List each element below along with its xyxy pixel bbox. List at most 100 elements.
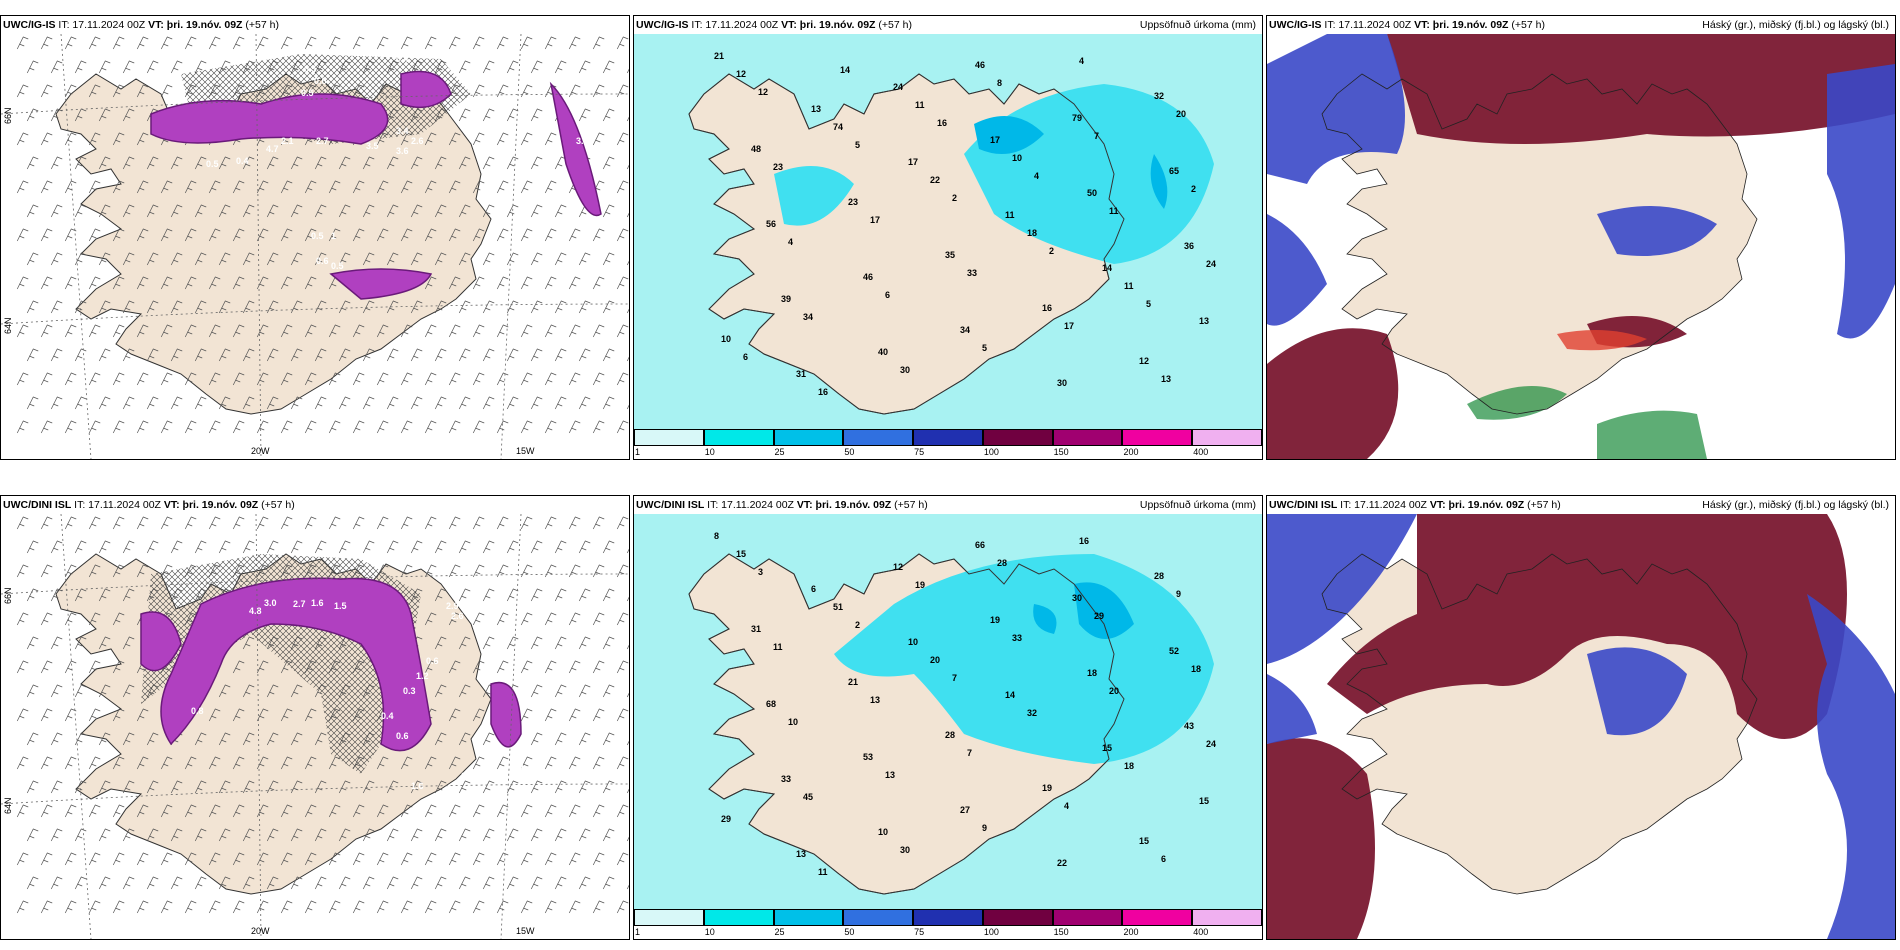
colorbar-swatch <box>634 909 704 926</box>
colorbar-tick: 10 <box>704 447 715 457</box>
snow-value: 3.6 <box>396 146 409 156</box>
precip-value: 12 <box>1139 356 1149 366</box>
model-name: UWC/DINI ISL <box>3 499 72 511</box>
precip-value: 21 <box>848 677 858 687</box>
lat-label: 64N <box>3 797 13 814</box>
precip-value: 28 <box>997 558 1007 568</box>
map-area[interactable]: 21 13 17 11 14 13 31 24 17 50 36 39 40 46 79 65 56 46 34 30… <box>634 34 1262 459</box>
precip-value: 13 <box>811 104 821 114</box>
precip-value: 29 <box>1094 611 1104 621</box>
snow-value: 0.3 <box>403 686 416 696</box>
snow-value: 2.9 <box>446 601 459 611</box>
valid-time: þri. 19.nóv. 09Z <box>163 19 243 31</box>
precip-value: 31 <box>796 369 806 379</box>
precip-value: 30 <box>1057 378 1067 388</box>
panel-header: UWC/DINI ISL IT: 17.11.2024 00Z VT: þri.… <box>1267 496 1895 514</box>
precip-value: 23 <box>773 162 783 172</box>
colorbar-swatch <box>1052 909 1123 926</box>
precip-value: 65 <box>1169 166 1179 176</box>
precip-value: 36 <box>1184 241 1194 251</box>
snow-value: 0.6 <box>316 256 329 266</box>
precip-value: 33 <box>1012 633 1022 643</box>
colorbar-swatch <box>773 429 844 446</box>
map-area[interactable]: 4.8 3.0 2.7 1.6 1.5 2.9 2.6 0.6 1.2 0.3 0.4 0.6 5.5 0… <box>1 514 629 939</box>
snow-value: 2.6 <box>451 611 464 621</box>
precip-value: 18 <box>1124 761 1134 771</box>
colorbar-swatch <box>843 429 914 446</box>
valid-time-label: VT: <box>1429 499 1446 511</box>
snow-value: 0.5 <box>331 261 344 271</box>
precip-value: 17 <box>1064 321 1074 331</box>
map-area[interactable] <box>1267 514 1895 939</box>
valid-time-label: VT: <box>163 499 180 511</box>
precip-value: 9 <box>982 823 987 833</box>
precip-value: 8 <box>997 78 1002 88</box>
precip-value: 12 <box>758 87 768 97</box>
precip-value: 74 <box>833 122 843 132</box>
precip-value: 15 <box>736 549 746 559</box>
precip-value: 4 <box>1079 56 1084 66</box>
map-panel-igis-cloud: UWC/IG-IS IT: 17.11.2024 00Z VT: þri. 19… <box>1266 15 1896 460</box>
snow-value: 3.2 <box>576 136 589 146</box>
colorbar-tick: 10 <box>704 927 715 937</box>
precip-value: 17 <box>990 135 1000 145</box>
colorbar-tick: 1 <box>635 927 641 937</box>
map-area[interactable] <box>1267 34 1895 459</box>
snow-value: 2.7 <box>293 599 306 609</box>
precip-value: 7 <box>952 673 957 683</box>
snow-value: 0.4 <box>396 54 409 64</box>
map-area[interactable]: 0.4 0.5 0.6 0.5 4.7 2.1 2.7 3.5 3.6 2.6 3.4 2.7 3.2 0… <box>1 34 629 459</box>
snow-value: 3.4 <box>396 126 409 136</box>
cloud-overlap-area <box>1557 330 1647 351</box>
map-area[interactable]: 8 6 10 14 15 15 13 12 19 18 43 33 10 66 30 52 68 53 27 22 28… <box>634 514 1262 939</box>
precip-value: 10 <box>878 827 888 837</box>
lat-label: 66N <box>3 587 13 604</box>
lon-label: 20W <box>251 446 270 456</box>
lead-time: (+57 h) <box>1524 499 1561 511</box>
precip-value: 14 <box>1005 690 1015 700</box>
mid-cloud-area <box>1267 34 1895 339</box>
panel-header: UWC/IG-IS IT: 17.11.2024 00Z VT: þri. 19… <box>1267 16 1895 34</box>
map-panel-dini-precip: UWC/DINI ISL IT: 17.11.2024 00Z VT: þri.… <box>633 495 1263 940</box>
map-panel-dini-wind: UWC/DINI ISL IT: 17.11.2024 00Z VT: þri.… <box>0 495 630 940</box>
precip-value: 40 <box>878 347 888 357</box>
lead-time: (+57 h) <box>258 499 295 511</box>
precip-value: 13 <box>1199 316 1209 326</box>
precip-value: 5 <box>1146 299 1151 309</box>
precip-value: 53 <box>863 752 873 762</box>
mid-cloud-area <box>1267 514 1895 939</box>
precip-value: 22 <box>930 175 940 185</box>
precip-value: 13 <box>1161 374 1171 384</box>
precip-value: 66 <box>975 540 985 550</box>
precip-value: 11 <box>773 642 783 652</box>
precip-value: 11 <box>1005 210 1015 220</box>
colorbar-tick: 100 <box>983 927 999 937</box>
precip-value: 45 <box>803 792 813 802</box>
precip-value: 14 <box>840 65 850 75</box>
precip-value: 13 <box>885 770 895 780</box>
precip-value: 2 <box>1191 184 1196 194</box>
valid-time: þri. 19.nóv. 09Z <box>1445 499 1525 511</box>
init-time: IT: 17.11.2024 00Z <box>688 19 782 31</box>
precip-value: 5 <box>855 140 860 150</box>
precip-value: 19 <box>990 615 1000 625</box>
lat-label: 66N <box>3 107 13 124</box>
valid-time-label: VT: <box>781 19 797 31</box>
snow-value: 0.4 <box>236 156 249 166</box>
precip-value: 23 <box>848 197 858 207</box>
colorbar-tick: 75 <box>914 447 925 457</box>
colorbar-tick: 200 <box>1123 927 1139 937</box>
lon-label: 15W <box>516 926 535 936</box>
colorbar-swatch <box>634 429 704 446</box>
precip-value: 6 <box>1161 854 1166 864</box>
precip-value: 43 <box>1184 721 1194 731</box>
snow-value: 0.5 <box>206 159 219 169</box>
precip-value: 52 <box>1169 646 1179 656</box>
coastline <box>1321 553 1758 895</box>
colorbar-tick: 50 <box>844 927 855 937</box>
precip-value: 22 <box>1057 858 1067 868</box>
precip-value: 9 <box>1176 589 1181 599</box>
precip-value: 10 <box>908 637 918 647</box>
colorbar-tick: 50 <box>844 447 855 457</box>
snow-value: 0.6 <box>314 76 327 86</box>
